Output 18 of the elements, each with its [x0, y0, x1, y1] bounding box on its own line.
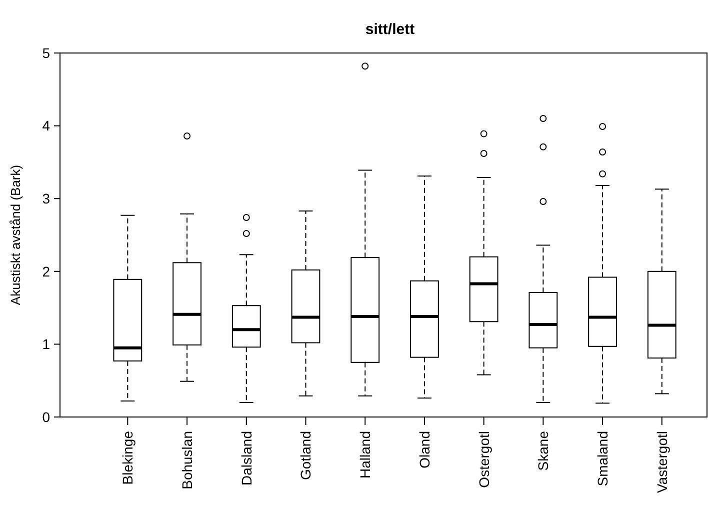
y-tick-label: 1	[42, 336, 50, 352]
y-tick-label: 5	[42, 44, 50, 61]
x-tick-label: Halland	[357, 431, 374, 478]
y-tick-label: 0	[42, 408, 50, 425]
y-tick-label: 2	[42, 263, 50, 280]
x-tick-label: Smaland	[594, 431, 611, 486]
x-tick-label: Skane	[535, 430, 552, 471]
x-tick-label: Ostergotl	[476, 431, 492, 488]
x-tick-label: Blekinge	[120, 430, 136, 485]
x-tick-label: Dalsland	[238, 431, 254, 486]
y-tick-label: 3	[42, 190, 50, 206]
x-tick-label: Gotland	[298, 431, 314, 480]
y-tick-label: 4	[42, 118, 50, 134]
x-tick-label: Bohuslan	[179, 431, 196, 490]
y-axis-title: Akustiskt avstånd (Bark)	[8, 164, 23, 306]
x-tick-label: Oland	[416, 431, 432, 468]
chart-title: sitt/lett	[365, 21, 415, 38]
x-tick-label: Vastergotl	[654, 431, 670, 493]
